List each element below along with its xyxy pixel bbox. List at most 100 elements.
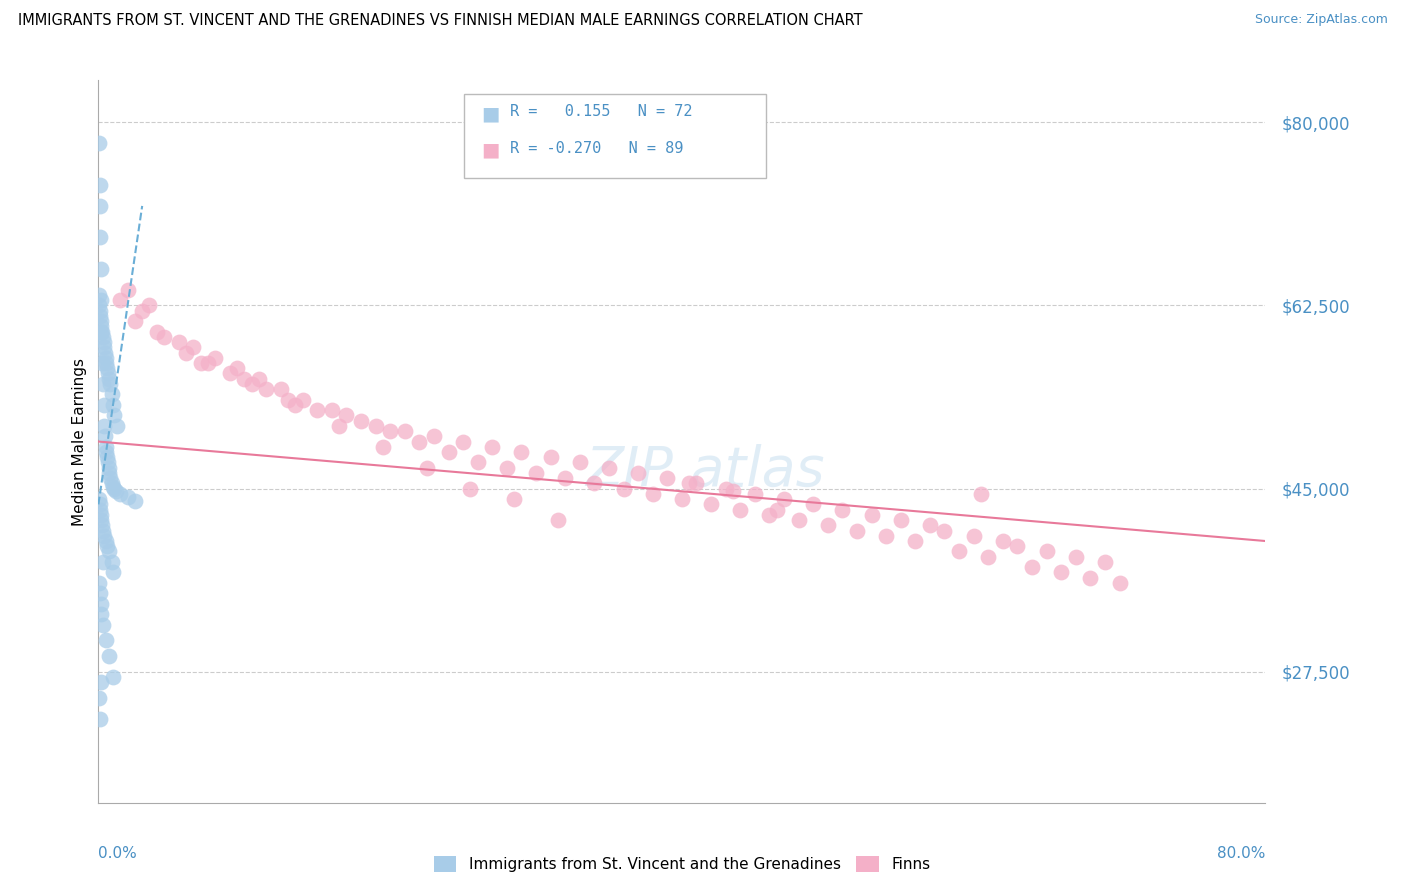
- Point: [875, 529, 897, 543]
- Text: IMMIGRANTS FROM ST. VINCENT AND THE GRENADINES VS FINNISH MEDIAN MALE EARNINGS C: IMMIGRANTS FROM ST. VINCENT AND THE GREN…: [18, 13, 863, 29]
- Point: [96, 539, 118, 553]
- Point: [671, 492, 693, 507]
- Point: [90, 314, 112, 328]
- Point: [496, 460, 519, 475]
- Point: [948, 544, 970, 558]
- Point: [817, 518, 839, 533]
- Text: R =   0.155   N = 72: R = 0.155 N = 72: [510, 104, 693, 120]
- Point: [91, 325, 114, 339]
- Point: [93, 418, 115, 433]
- Point: [89, 586, 111, 600]
- Text: ZIP atlas: ZIP atlas: [585, 444, 825, 497]
- Point: [93, 529, 115, 543]
- Point: [91, 555, 114, 569]
- Point: [93, 334, 115, 349]
- Text: 80.0%: 80.0%: [1218, 847, 1265, 861]
- Point: [97, 460, 120, 475]
- Point: [100, 555, 122, 569]
- Point: [765, 502, 787, 516]
- Point: [98, 471, 121, 485]
- Point: [773, 492, 796, 507]
- Point: [583, 476, 606, 491]
- Text: Source: ZipAtlas.com: Source: ZipAtlas.com: [1254, 13, 1388, 27]
- Point: [90, 319, 112, 334]
- Point: [641, 487, 664, 501]
- Text: ■: ■: [481, 141, 499, 160]
- Point: [131, 303, 153, 318]
- Point: [117, 283, 139, 297]
- Point: [1021, 560, 1043, 574]
- Point: [91, 356, 114, 370]
- Point: [415, 460, 437, 475]
- Point: [540, 450, 562, 465]
- Point: [117, 490, 139, 504]
- Point: [101, 670, 124, 684]
- Point: [101, 566, 124, 580]
- Point: [934, 524, 956, 538]
- Point: [1064, 549, 1087, 564]
- Point: [89, 691, 111, 706]
- Point: [97, 544, 120, 558]
- Point: [524, 466, 547, 480]
- Point: [90, 597, 112, 611]
- Point: [96, 450, 118, 465]
- Point: [89, 502, 111, 516]
- Point: [124, 314, 146, 328]
- Point: [657, 471, 679, 485]
- Point: [335, 409, 357, 423]
- Point: [90, 675, 112, 690]
- Point: [90, 607, 112, 622]
- Point: [103, 482, 125, 496]
- Point: [98, 466, 121, 480]
- Point: [613, 482, 636, 496]
- Point: [89, 178, 111, 192]
- Point: [89, 199, 111, 213]
- Point: [714, 482, 737, 496]
- Point: [90, 508, 112, 522]
- Point: [101, 479, 124, 493]
- Point: [96, 361, 118, 376]
- Point: [568, 455, 591, 469]
- Point: [103, 409, 125, 423]
- Point: [226, 361, 249, 376]
- Point: [190, 356, 212, 370]
- Point: [860, 508, 883, 522]
- Point: [277, 392, 299, 407]
- Point: [90, 293, 112, 308]
- Point: [408, 434, 430, 449]
- Point: [98, 376, 121, 391]
- Point: [890, 513, 912, 527]
- Point: [89, 309, 111, 323]
- Point: [510, 445, 533, 459]
- Point: [97, 372, 120, 386]
- Point: [1080, 571, 1102, 585]
- Point: [744, 487, 766, 501]
- Point: [1007, 539, 1029, 553]
- Point: [904, 534, 927, 549]
- Point: [97, 455, 120, 469]
- Point: [97, 367, 120, 381]
- Point: [89, 136, 111, 150]
- Point: [91, 524, 114, 538]
- Point: [93, 398, 115, 412]
- Point: [100, 387, 122, 401]
- Point: [218, 367, 240, 381]
- Y-axis label: Median Male Earnings: Median Male Earnings: [72, 358, 87, 525]
- Point: [547, 513, 569, 527]
- Point: [91, 518, 114, 533]
- Point: [481, 440, 503, 454]
- Point: [307, 403, 329, 417]
- Point: [503, 492, 526, 507]
- Point: [91, 376, 114, 391]
- Point: [96, 356, 118, 370]
- Point: [91, 617, 114, 632]
- Point: [153, 330, 176, 344]
- Point: [204, 351, 226, 365]
- Point: [977, 549, 1000, 564]
- Text: ■: ■: [481, 104, 499, 123]
- Point: [451, 434, 474, 449]
- Point: [270, 382, 292, 396]
- Point: [89, 288, 111, 302]
- Point: [437, 445, 460, 459]
- Point: [93, 340, 115, 354]
